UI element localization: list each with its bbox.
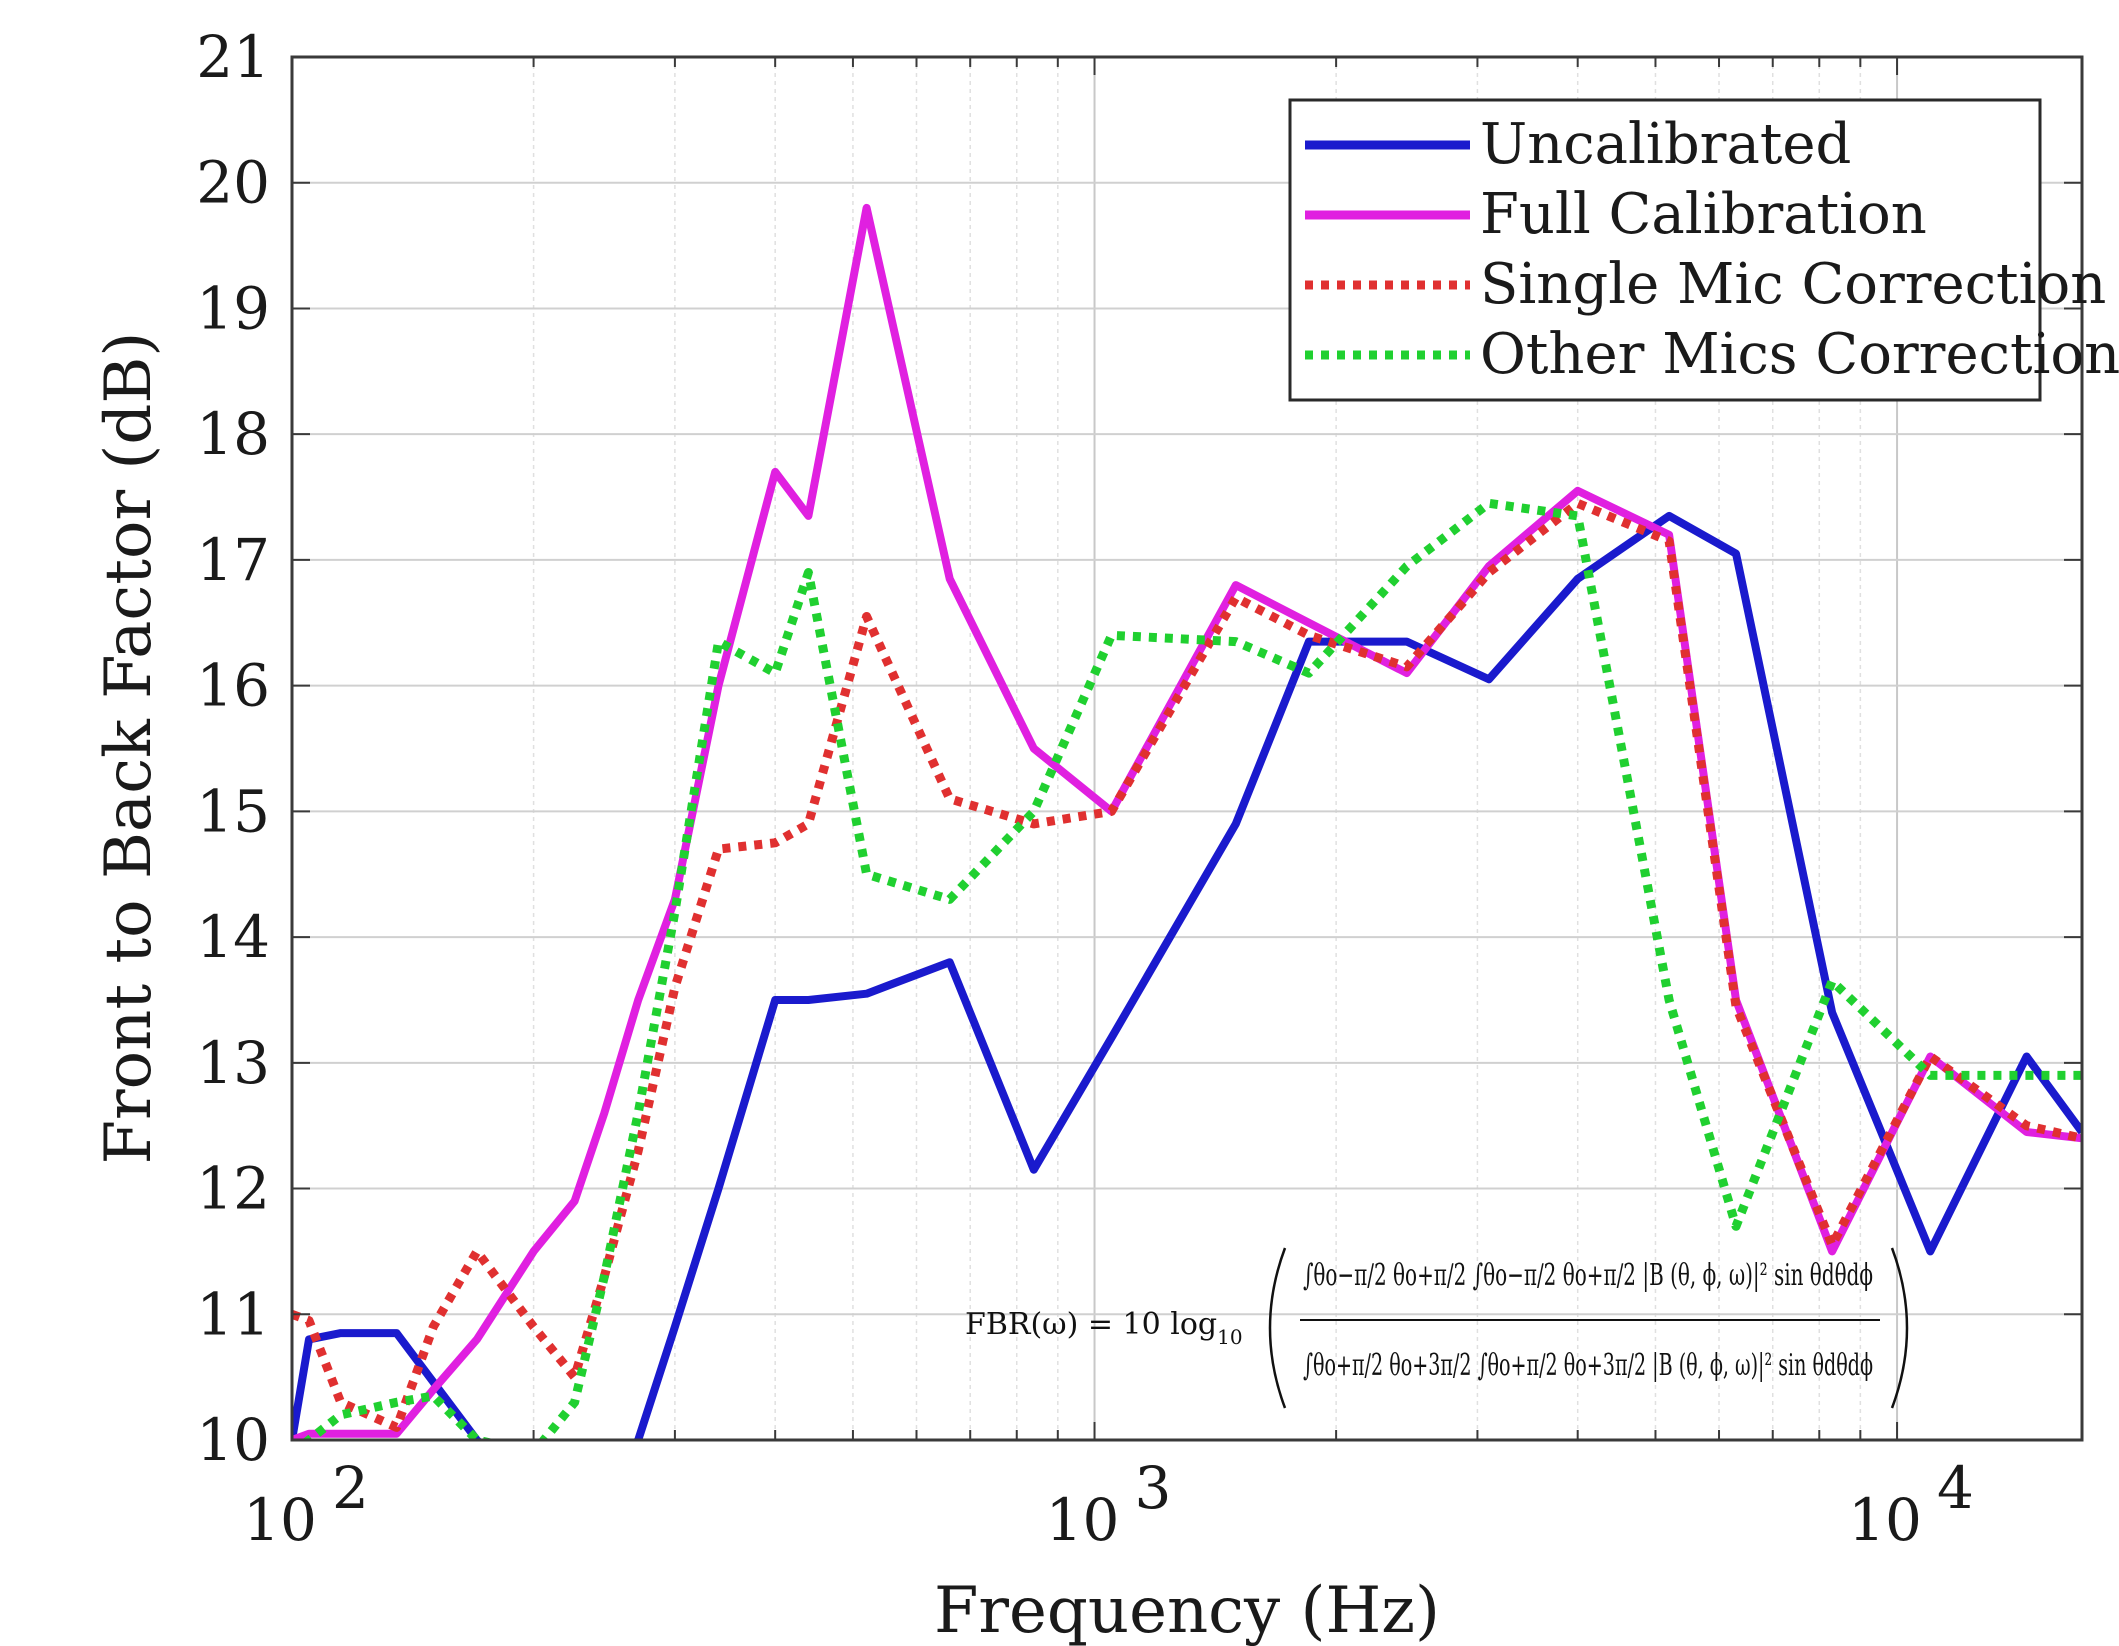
formula-denominator: ∫θo+π/2 θo+3π/2 ∫θo+π/2 θo+3π/2 |B (θ, ϕ… (1303, 1348, 1873, 1383)
plot-frame (290, 55, 2084, 1442)
x-tick-exponent: 3 (1135, 1454, 1172, 1522)
x-tick-exponent: 4 (1937, 1454, 1974, 1522)
y-tick-label: 21 (196, 23, 270, 91)
series-line-other-mics-correction (301, 498, 2082, 1440)
formula-left-paren (1268, 1247, 1287, 1409)
x-tick-label: 10 (1046, 1486, 1120, 1554)
legend-label: Other Mics Correction (1480, 322, 2119, 387)
formula-lhs: FBR(ω) = 10 log10 (965, 1307, 1243, 1349)
x-tick-labels: 10 2 10 3 10 4 (243, 1454, 1974, 1554)
y-tick-label: 14 (196, 903, 270, 971)
fbr-formula-annotation: FBR(ω) = 10 log10 ∫θo−π/2 θo+π/2 ∫θo−π/2… (965, 1247, 1909, 1409)
formula-right-paren (1890, 1247, 1909, 1409)
y-tick-label: 11 (196, 1280, 270, 1348)
axis-ticks (291, 56, 2082, 1441)
x-tick-label: 10 (243, 1486, 317, 1554)
y-tick-label: 17 (196, 526, 270, 594)
y-tick-label: 15 (196, 777, 270, 845)
y-tick-label: 12 (196, 1155, 270, 1223)
x-tick-label: 10 (1848, 1486, 1922, 1554)
series-lines (292, 203, 2082, 1440)
series-line-uncalibrated (292, 511, 2082, 1440)
y-axis-title: Front to Back Factor (dB) (92, 332, 166, 1165)
legend-label: Single Mic Correction (1480, 252, 2106, 317)
y-tick-label: 20 (196, 149, 270, 217)
legend-label: Full Calibration (1480, 182, 1927, 247)
legend-box (1288, 98, 2042, 402)
legend-label: Uncalibrated (1480, 112, 1851, 177)
y-tick-label: 10 (196, 1406, 270, 1474)
y-tick-label: 18 (196, 400, 270, 468)
formula-numerator: ∫θo−π/2 θo+π/2 ∫θo−π/2 θo+π/2 |B (θ, ϕ, … (1303, 1258, 1873, 1293)
series-line-full-calibration (292, 203, 2082, 1440)
y-tick-labels: 10 11 12 13 14 15 16 17 18 19 20 21 (196, 23, 270, 1474)
y-tick-label: 19 (196, 274, 270, 342)
y-tick-label: 16 (196, 652, 270, 720)
y-tick-label: 13 (196, 1029, 270, 1097)
x-tick-exponent: 2 (332, 1454, 369, 1522)
series-line-single-mic-correction (292, 498, 2082, 1432)
x-axis-title: Frequency (Hz) (934, 1574, 1440, 1646)
